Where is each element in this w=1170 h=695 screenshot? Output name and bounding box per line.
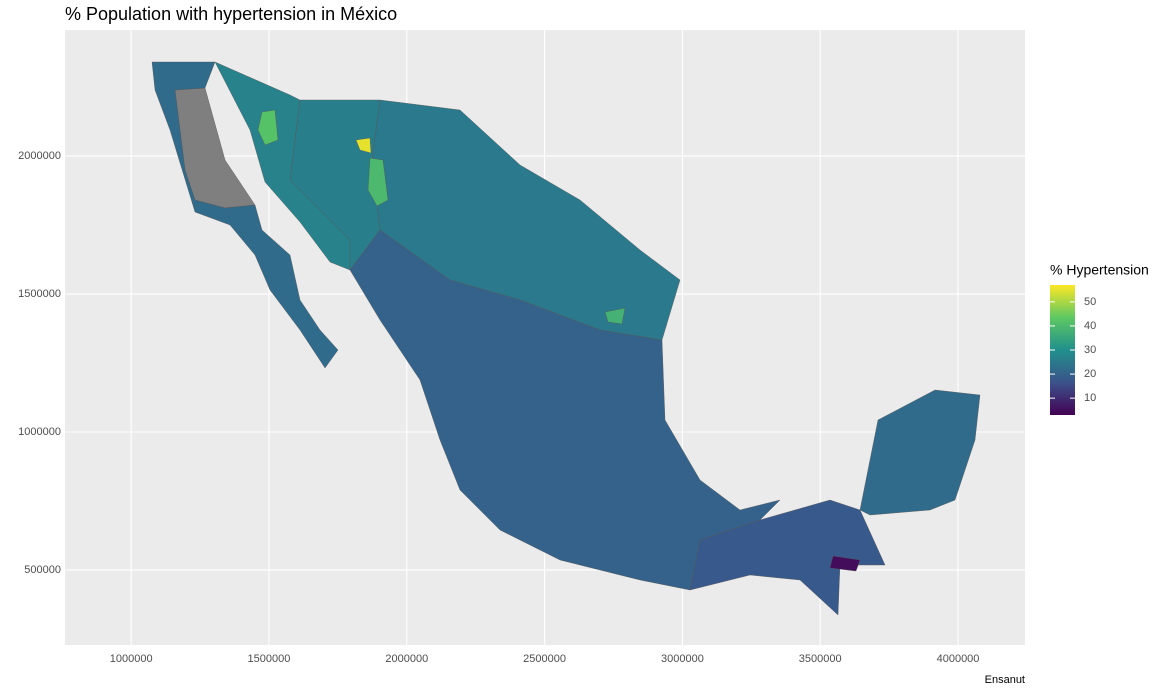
x-tick-label: 3500000 <box>799 653 842 665</box>
region <box>151 61 339 369</box>
legend-label: 30 <box>1084 344 1096 356</box>
chart-title: % Population with hypertension in México <box>65 4 397 24</box>
legend-label: 40 <box>1084 320 1096 332</box>
legend-label: 20 <box>1084 368 1096 380</box>
region <box>604 307 626 325</box>
x-tick-label: 1500000 <box>248 653 291 665</box>
region <box>859 389 981 516</box>
y-tick-label: 2000000 <box>18 150 61 162</box>
region <box>829 555 861 572</box>
x-tick-label: 3000000 <box>661 653 704 665</box>
y-tick-label: 1000000 <box>18 426 61 438</box>
region <box>257 109 279 146</box>
caption: Ensanut <box>985 674 1025 686</box>
region <box>355 137 372 154</box>
region <box>689 499 886 616</box>
x-tick-label: 2500000 <box>523 653 566 665</box>
x-tick-label: 4000000 <box>937 653 980 665</box>
x-tick-label: 1000000 <box>110 653 153 665</box>
y-tick-label: 1500000 <box>18 288 61 300</box>
legend-label: 50 <box>1084 296 1096 308</box>
x-tick-label: 2000000 <box>385 653 428 665</box>
legend-title: % Hypertension <box>1050 262 1149 278</box>
legend-label: 10 <box>1084 392 1096 404</box>
region <box>367 157 389 207</box>
y-tick-label: 500000 <box>24 564 61 576</box>
